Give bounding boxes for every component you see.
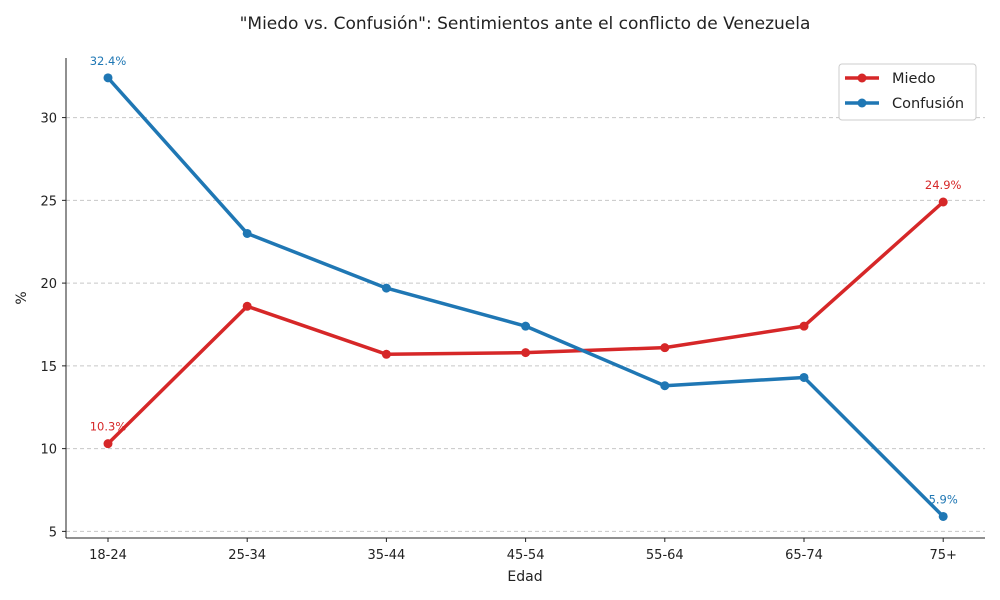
- y-tick-label: 10: [40, 443, 57, 458]
- data-point: [381, 283, 391, 293]
- axes: [65, 58, 985, 539]
- x-tick-label: 35-44: [368, 548, 406, 563]
- y-tick-label: 15: [40, 360, 57, 375]
- annotations: 10.3% 24.9% 32.4% 5.9%: [90, 54, 962, 507]
- data-point: [938, 197, 948, 207]
- data-point: [242, 228, 252, 238]
- data-point: [103, 73, 113, 83]
- x-tick-label: 65-74: [785, 548, 823, 563]
- y-tick-label: 20: [40, 277, 57, 292]
- series-miedo: [103, 197, 948, 449]
- series-line: [106, 76, 945, 519]
- legend-marker: [857, 73, 867, 83]
- x-tick-label: 25-34: [228, 548, 266, 563]
- data-point: [242, 301, 252, 311]
- data-point: [938, 511, 948, 521]
- y-tick-label: 25: [40, 194, 57, 209]
- data-label: 24.9%: [925, 178, 962, 192]
- data-point: [521, 348, 531, 358]
- data-point: [660, 343, 670, 353]
- data-point: [799, 372, 809, 382]
- legend-label: Miedo: [892, 71, 936, 87]
- x-axis-ticks: 18-24 25-34 35-44 45-54 55-64 65-74 75+: [89, 538, 957, 563]
- data-point: [521, 321, 531, 331]
- y-tick-label: 5: [49, 525, 57, 540]
- chart-title: "Miedo vs. Confusión": Sentimientos ante…: [240, 14, 811, 34]
- data-point: [799, 321, 809, 331]
- x-tick-label: 55-64: [646, 548, 684, 563]
- x-tick-label: 18-24: [89, 548, 127, 563]
- data-label: 5.9%: [929, 492, 958, 506]
- y-axis-ticks: 5 10 15 20 25 30: [40, 112, 66, 540]
- legend-label: Confusión: [892, 96, 964, 112]
- series-confusi-n: [103, 73, 948, 521]
- y-axis-label: %: [14, 291, 30, 304]
- data-point: [381, 349, 391, 359]
- data-label: 10.3%: [90, 420, 127, 434]
- x-tick-label: 75+: [929, 548, 956, 563]
- series-layer: [103, 73, 948, 521]
- x-tick-label: 45-54: [507, 548, 545, 563]
- grid-lines: [66, 117, 985, 532]
- data-point: [660, 381, 670, 391]
- data-point: [103, 439, 113, 449]
- data-label: 32.4%: [90, 54, 127, 68]
- x-axis-label: Edad: [507, 569, 542, 585]
- legend-marker: [857, 98, 867, 108]
- y-tick-label: 30: [40, 112, 57, 127]
- legend: Miedo Confusión: [838, 63, 977, 121]
